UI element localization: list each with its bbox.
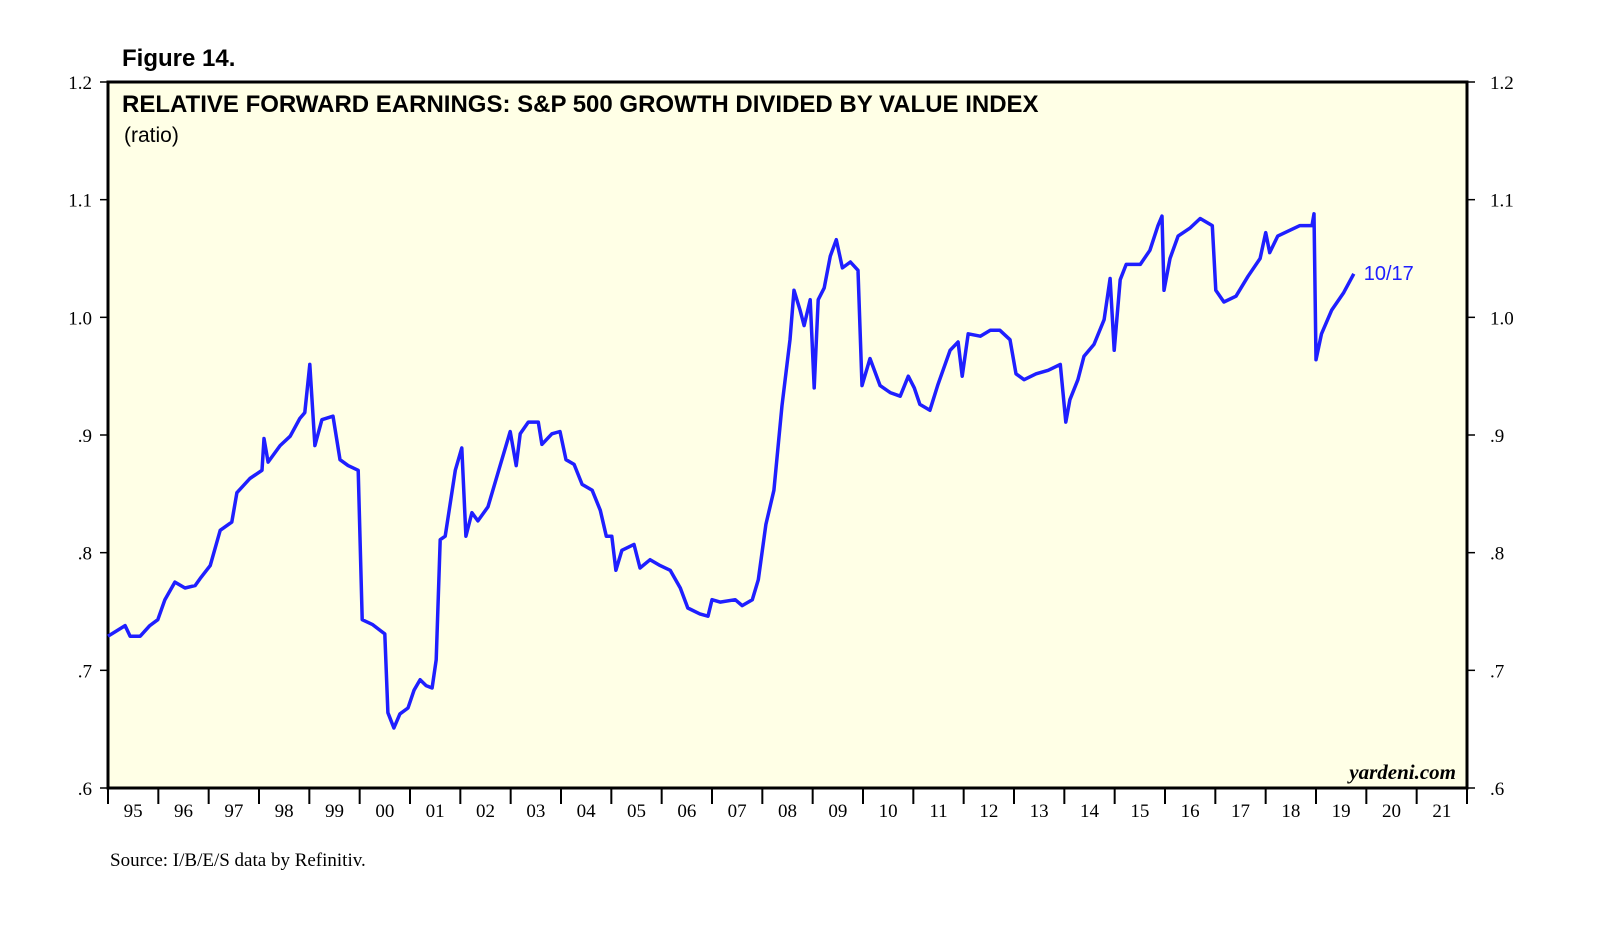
y2-tick-label: .8 [1490, 544, 1504, 565]
y-tick-label: .9 [78, 426, 92, 447]
y2-tick-label: 1.1 [1490, 191, 1514, 212]
y-tick-label: .6 [78, 779, 92, 800]
y-tick-label: .7 [78, 661, 92, 682]
y2-tick-label: .7 [1490, 661, 1504, 682]
data-line [107, 212, 1356, 730]
plot-area [106, 80, 1469, 790]
x-tick-label: 05 [627, 801, 646, 822]
figure-label: Figure 14. [122, 45, 235, 72]
x-tick-label: 04 [577, 801, 597, 822]
x-tick-label: 95 [124, 801, 143, 822]
chart-title: RELATIVE FORWARD EARNINGS: S&P 500 GROWT… [122, 91, 1039, 118]
x-tick-label: 97 [224, 801, 243, 822]
y2-tick-label: .9 [1490, 426, 1504, 447]
x-tick-label: 18 [1281, 801, 1300, 822]
x-tick-label: 19 [1332, 801, 1351, 822]
x-tick-label: 20 [1382, 801, 1401, 822]
x-tick-label: 07 [728, 801, 747, 822]
y-tick-label: .8 [78, 544, 92, 565]
x-tick-label: 09 [828, 801, 847, 822]
x-tick-label: 15 [1130, 801, 1149, 822]
x-tick-label: 03 [526, 801, 545, 822]
x-tick-label: 99 [325, 801, 344, 822]
x-tick-label: 98 [275, 801, 294, 822]
y-tick-label: 1.2 [68, 73, 92, 94]
chart-subtitle: (ratio) [124, 124, 179, 147]
y2-tick-label: 1.0 [1490, 308, 1514, 329]
watermark: yardeni.com [1346, 760, 1456, 784]
y2-tick-label: 1.2 [1490, 73, 1514, 94]
x-tick-label: 21 [1432, 801, 1451, 822]
x-tick-label: 10 [879, 801, 898, 822]
y-tick-label: 1.0 [68, 308, 92, 329]
x-tick-label: 02 [476, 801, 495, 822]
x-tick-label: 17 [1231, 801, 1250, 822]
x-tick-label: 13 [1030, 801, 1049, 822]
x-tick-label: 12 [979, 801, 998, 822]
y2-tick-label: .6 [1490, 779, 1504, 800]
x-tick-label: 14 [1080, 801, 1100, 822]
x-tick-label: 01 [426, 801, 445, 822]
x-tick-label: 00 [375, 801, 394, 822]
end-annotation: 10/17 [1364, 263, 1414, 285]
x-tick-label: 16 [1181, 801, 1200, 822]
x-tick-label: 11 [929, 801, 947, 822]
x-tick-label: 06 [677, 801, 696, 822]
y-tick-label: 1.1 [68, 191, 92, 212]
source-note: Source: I/B/E/S data by Refinitiv. [110, 850, 366, 871]
x-tick-label: 96 [174, 801, 193, 822]
x-tick-label: 08 [778, 801, 797, 822]
